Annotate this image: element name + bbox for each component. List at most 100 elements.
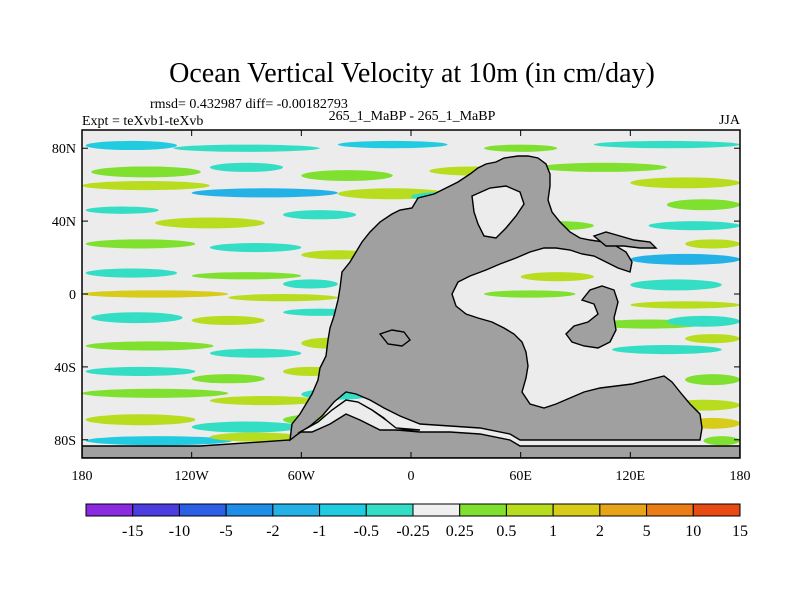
season-label: JJA — [719, 113, 741, 128]
case-label: 265_1_MaBP - 265_1_MaBP — [329, 109, 496, 124]
velocity-band — [685, 374, 740, 386]
land-mask — [82, 155, 740, 458]
plot-area — [82, 130, 740, 458]
velocity-band — [703, 436, 740, 446]
colorbar-label: -0.25 — [396, 523, 429, 540]
sea-northern-channel — [471, 185, 525, 239]
colorbar: -15 -10 -5 -2 -1 -0.5 -0.25 0.25 0.5 1 2 5 10 15 — [85, 503, 748, 540]
x-tick-label: 60E — [509, 469, 532, 484]
x-tick-label: 180 — [730, 469, 751, 484]
colorbar-swatch — [272, 503, 321, 517]
velocity-band — [85, 414, 196, 426]
velocity-band — [91, 312, 183, 324]
colorbar-label: 0.5 — [496, 523, 516, 540]
colorbar-swatch — [178, 503, 227, 517]
velocity-band — [666, 199, 740, 211]
y-tick-label: 80S — [54, 434, 76, 449]
y-tick-label: 40N — [52, 215, 76, 230]
velocity-band — [209, 396, 320, 406]
velocity-band — [85, 366, 196, 377]
x-tick-label: 60W — [288, 469, 316, 484]
colorbar-label: -0.5 — [354, 523, 379, 540]
velocity-band — [337, 140, 448, 149]
colorbar-swatch — [225, 503, 274, 517]
velocity-band — [630, 177, 740, 189]
colorbar-label: -1 — [313, 523, 326, 540]
velocity-band — [666, 315, 740, 327]
velocity-band — [91, 166, 201, 178]
x-axis: 180 120W 60W 0 60E 120E 180 — [72, 130, 751, 484]
colorbar-label: 5 — [643, 523, 651, 540]
velocity-band — [155, 217, 265, 229]
velocity-band — [209, 348, 302, 358]
colorbar-swatch — [459, 503, 507, 517]
colorbar-swatch — [599, 503, 648, 517]
velocity-band — [85, 436, 232, 446]
colorbar-swatch — [505, 503, 554, 517]
land-island-small — [378, 329, 411, 347]
colorbar-label: -10 — [169, 523, 190, 540]
colorbar-swatch — [692, 503, 741, 517]
colorbar-label: -5 — [219, 523, 232, 540]
velocity-band — [283, 210, 357, 220]
inner-seas — [297, 185, 525, 433]
velocity-band — [685, 334, 740, 344]
velocity-band — [85, 206, 159, 214]
colorbar-swatch — [85, 503, 134, 517]
velocity-band — [85, 239, 196, 249]
velocity-band — [484, 144, 558, 152]
velocity-band — [593, 140, 740, 149]
y-tick-label: 80N — [52, 142, 76, 157]
colorbar-label: -15 — [122, 523, 143, 540]
x-tick-label: 120E — [616, 469, 646, 484]
velocity-band — [85, 268, 178, 278]
chart-title: Ocean Vertical Velocity at 10m (in cm/da… — [169, 58, 655, 89]
velocity-band — [82, 388, 229, 398]
stats-label: rmsd= 0.432987 diff= -0.00182793 — [150, 97, 348, 112]
x-tick-label: 180 — [72, 469, 93, 484]
velocity-band — [209, 162, 284, 172]
velocity-band — [82, 290, 229, 298]
velocity-band — [209, 432, 302, 442]
colorbar-swatch — [412, 503, 461, 517]
colorbar-label: 2 — [596, 523, 604, 540]
velocity-band — [85, 341, 214, 351]
colorbar-label: -2 — [266, 523, 279, 540]
velocity-band — [630, 253, 740, 265]
colorbar-swatch — [552, 503, 601, 517]
velocity-band — [283, 279, 338, 289]
velocity-band — [648, 221, 740, 231]
velocity-band — [630, 301, 740, 309]
velocity-band — [191, 374, 265, 384]
colorbar-label: 0.25 — [446, 523, 474, 540]
velocity-band — [191, 421, 302, 433]
velocity-band — [85, 140, 178, 151]
colorbar-swatch — [319, 503, 367, 517]
velocity-band — [228, 294, 338, 302]
colorbar-swatch — [646, 503, 694, 517]
velocity-band — [191, 188, 338, 198]
velocity-band — [630, 279, 722, 291]
colorbar-swatch — [365, 503, 414, 517]
colorbar-label: 1 — [549, 523, 557, 540]
x-tick-label: 120W — [175, 469, 210, 484]
velocity-band — [82, 181, 210, 191]
y-tick-label: 0 — [69, 288, 76, 303]
velocity-band — [173, 144, 320, 152]
colorbar-label: 15 — [732, 523, 748, 540]
y-tick-label: 40S — [54, 361, 76, 376]
velocity-band — [484, 290, 576, 298]
x-tick-label: 0 — [408, 469, 415, 484]
land-island-east — [565, 285, 619, 349]
colorbar-swatch — [132, 503, 180, 517]
velocity-band — [191, 272, 302, 280]
velocity-band — [191, 315, 265, 325]
colorbar-label: 10 — [685, 523, 701, 540]
velocity-band — [209, 242, 302, 253]
velocity-band — [538, 162, 667, 172]
sea-southern-bay — [297, 399, 421, 433]
velocity-band — [520, 272, 594, 282]
y-axis: 80N 40N 0 40S 80S — [52, 142, 740, 449]
expt-label: Expt = teXvb1-teXvb — [82, 114, 203, 129]
